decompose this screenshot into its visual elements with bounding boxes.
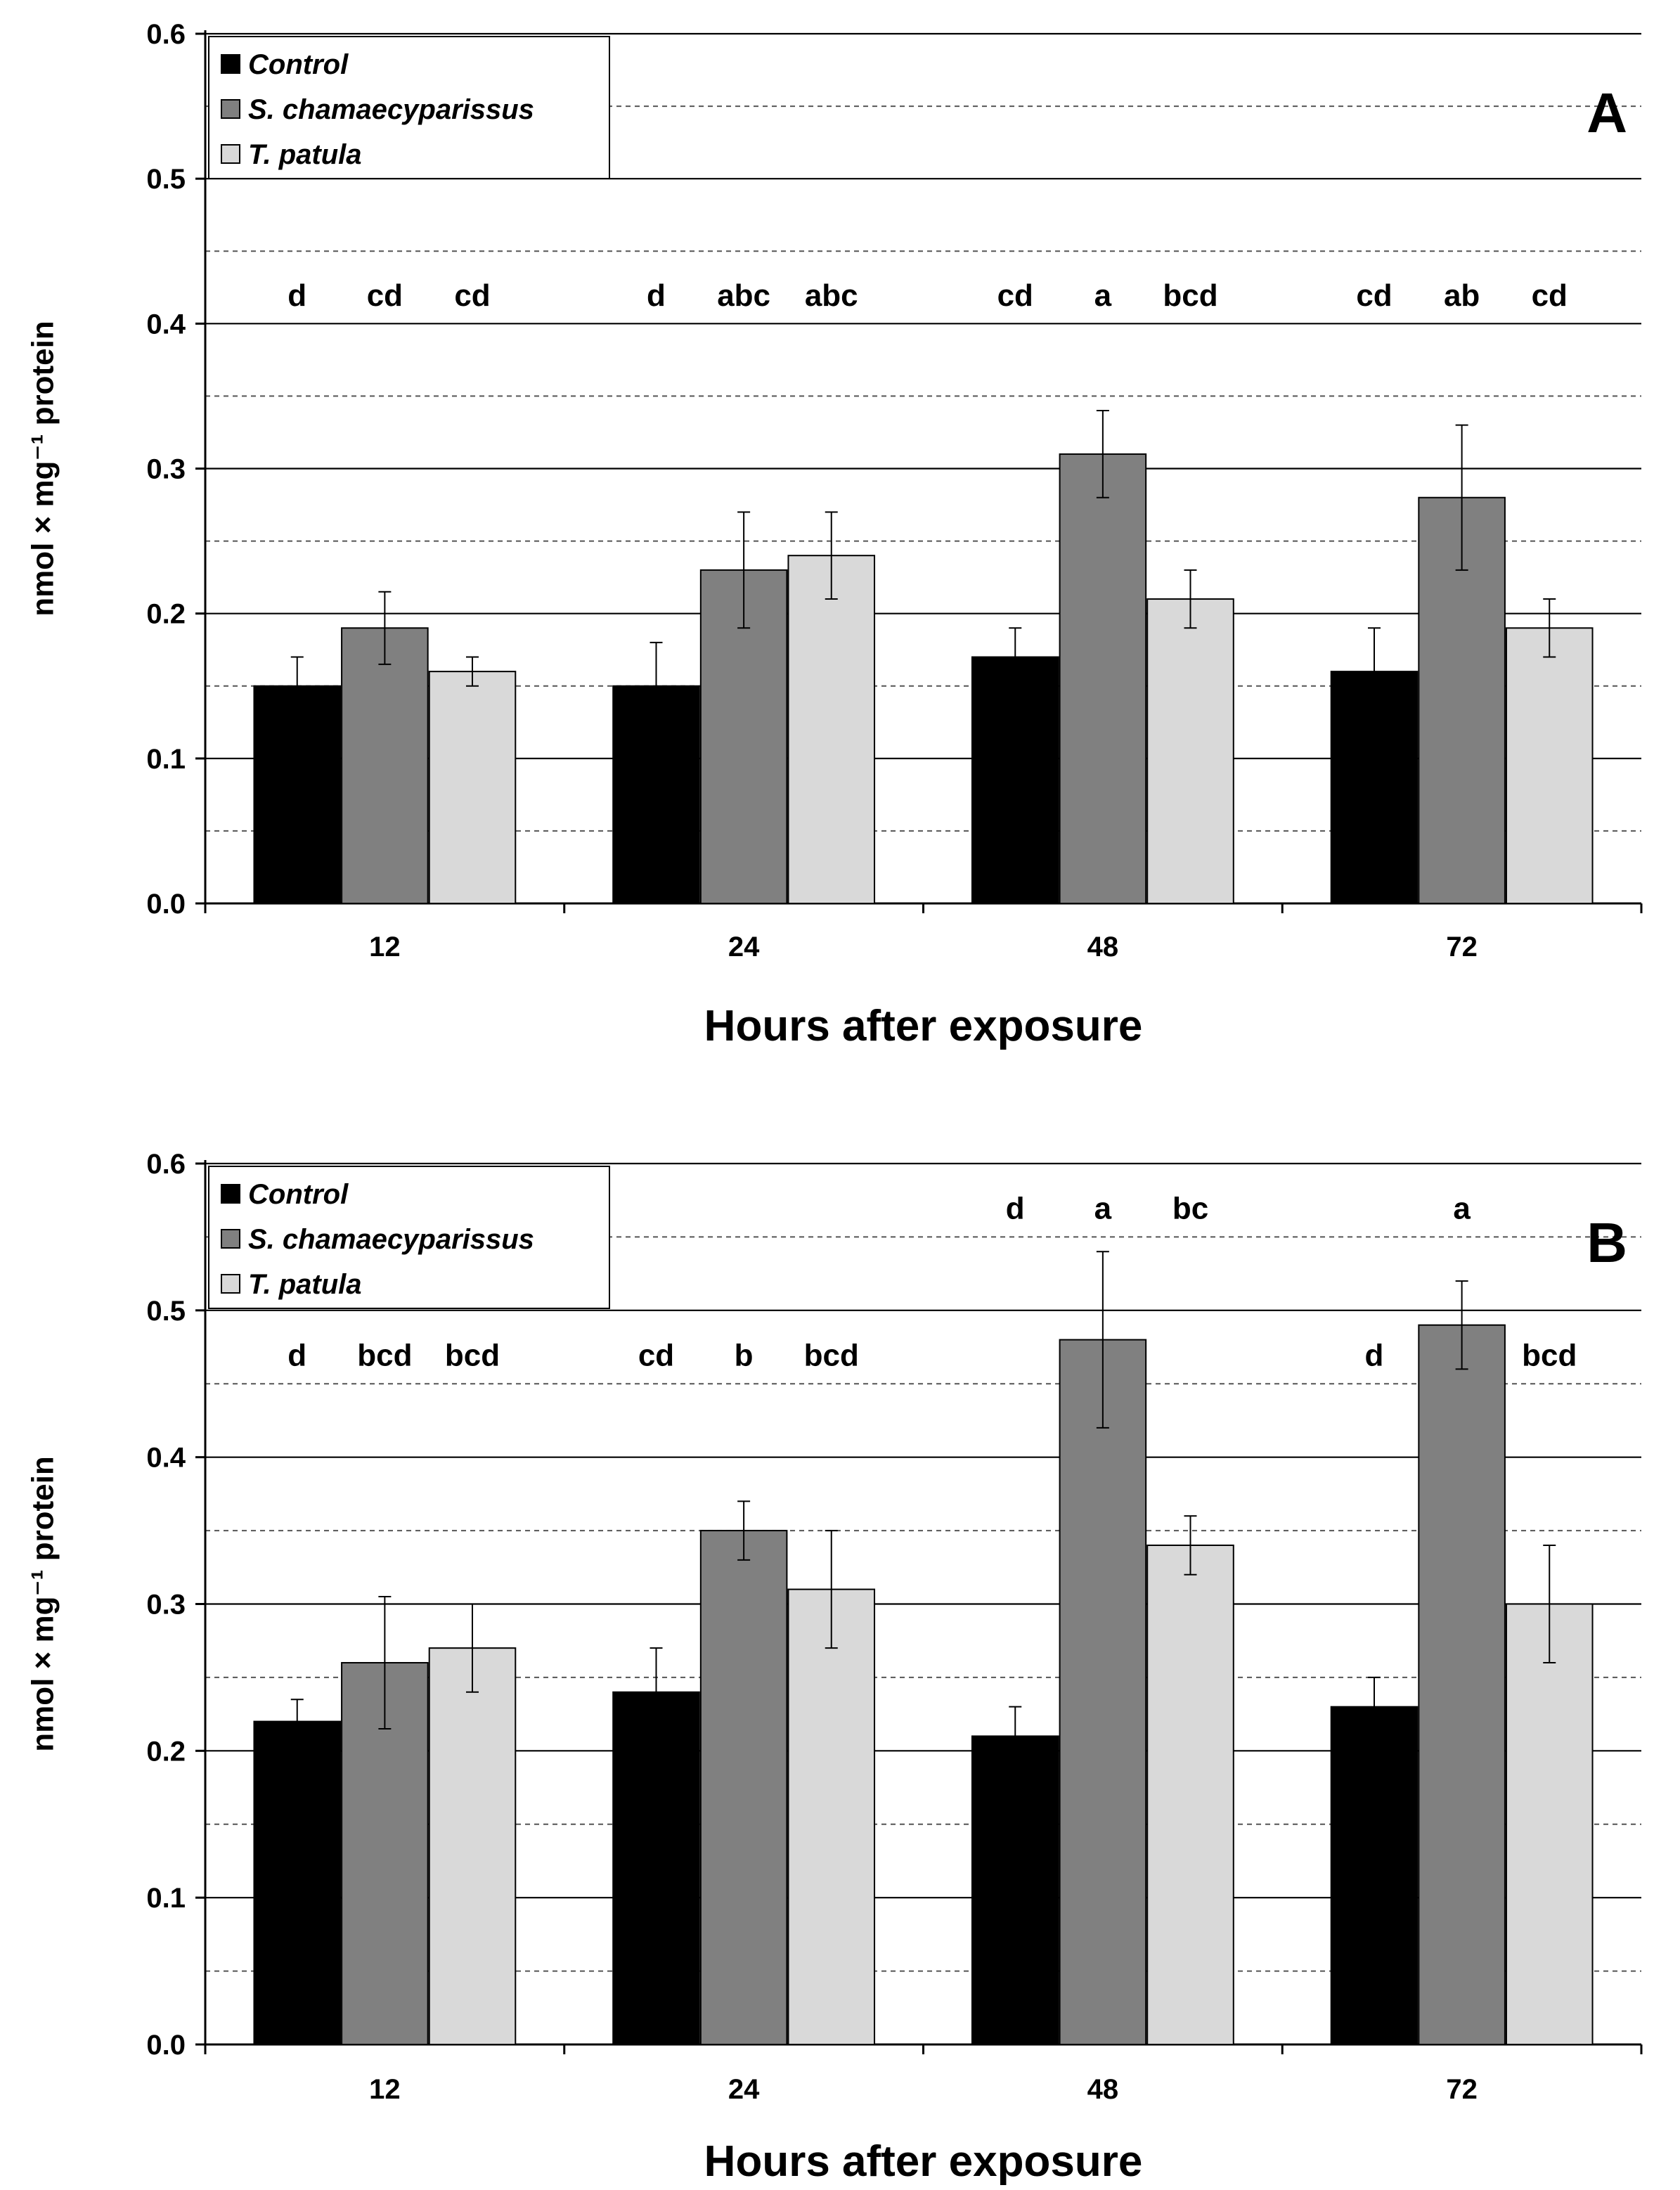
significance-letter: cd — [997, 278, 1033, 313]
bar-t-patula-48h — [1146, 598, 1234, 904]
bar-control-48h — [971, 1735, 1059, 2045]
significance-letter: d — [647, 278, 666, 313]
bar-control-12h — [253, 1720, 342, 2045]
significance-letter: d — [287, 278, 306, 313]
significance-letter: abc — [805, 278, 858, 313]
y-tick-label: 0.1 — [146, 744, 186, 775]
bar-t-patula-12h — [428, 1647, 517, 2045]
y-tick-label: 0.5 — [146, 1296, 186, 1327]
significance-letter: d — [1006, 1192, 1025, 1226]
significance-letter: d — [287, 1338, 306, 1372]
x-tick-label: 24 — [728, 2074, 760, 2105]
panel-label: A — [1587, 82, 1627, 144]
bar-t-patula-72h — [1505, 627, 1594, 904]
x-tick-label: 48 — [1087, 2074, 1119, 2105]
legend-swatch — [221, 1274, 240, 1294]
y-tick-label: 0.3 — [146, 1590, 186, 1621]
y-tick-label: 0.2 — [146, 1736, 186, 1767]
x-tick-label: 12 — [369, 2074, 401, 2105]
bar-t-patula-72h — [1505, 1603, 1594, 2045]
x-axis-label: Hours after exposure — [704, 2137, 1143, 2186]
bar-control-72h — [1330, 1706, 1419, 2046]
significance-letter: cd — [1356, 278, 1392, 313]
significance-letter: d — [1365, 1338, 1384, 1372]
legend-label: Control — [248, 49, 349, 80]
panel-label: B — [1587, 1211, 1627, 1274]
significance-letter: cd — [638, 1338, 674, 1372]
y-tick-label: 0.0 — [146, 889, 186, 920]
legend-swatch — [221, 99, 240, 119]
significance-letter: bcd — [357, 1338, 412, 1372]
significance-letter: abc — [717, 278, 770, 313]
y-tick-label: 0.1 — [146, 1883, 186, 1914]
bar-t-patula-48h — [1146, 1544, 1234, 2045]
legend-box — [208, 1166, 610, 1309]
x-tick-label: 12 — [369, 932, 401, 962]
legend-label: Control — [248, 1179, 349, 1210]
significance-letter: bc — [1172, 1192, 1208, 1226]
legend-swatch — [221, 1184, 240, 1204]
y-tick-label: 0.5 — [146, 164, 186, 195]
legend-swatch — [221, 54, 240, 74]
bar-s-chamaecyparissus-12h — [341, 627, 429, 904]
legend-label: S. chamaecyparissus — [248, 1224, 534, 1255]
x-tick-label: 72 — [1446, 2074, 1478, 2105]
legend-box — [208, 36, 610, 179]
legend-swatch — [221, 144, 240, 164]
y-tick-label: 0.4 — [146, 309, 186, 340]
legend-label: T. patula — [248, 139, 361, 170]
y-axis-label: nmol × mg⁻¹ protein — [25, 1456, 60, 1751]
significance-letter: bcd — [804, 1338, 859, 1372]
bar-t-patula-12h — [428, 671, 517, 905]
y-tick-label: 0.3 — [146, 454, 186, 485]
y-tick-label: 0.6 — [146, 1149, 186, 1180]
significance-letter: b — [735, 1338, 754, 1372]
bar-control-12h — [253, 685, 342, 904]
bar-t-patula-24h — [787, 555, 876, 904]
y-axis-label: nmol × mg⁻¹ protein — [25, 321, 60, 616]
significance-letter: bcd — [1522, 1338, 1577, 1372]
y-tick-label: 0.2 — [146, 599, 186, 630]
x-tick-label: 48 — [1087, 932, 1119, 962]
panel-a: 0.0 0.1 0.2 0.3 0.4 0.5 0.6 12 d cd cd 24 d abc abc 48 c… — [25, 19, 1643, 1050]
legend-label: T. patula — [248, 1269, 361, 1300]
bar-s-chamaecyparissus-48h — [1059, 1339, 1147, 2045]
bar-s-chamaecyparissus-24h — [699, 1530, 788, 2045]
significance-letter: bcd — [1163, 278, 1217, 313]
x-tick-label: 24 — [728, 932, 760, 962]
legend-swatch — [221, 1229, 240, 1249]
bar-t-patula-24h — [787, 1588, 876, 2046]
legend-label: S. chamaecyparissus — [248, 94, 534, 125]
x-axis-label: Hours after exposure — [704, 1002, 1143, 1050]
y-tick-label: 0.6 — [146, 19, 186, 50]
significance-letter: a — [1453, 1192, 1471, 1226]
bar-s-chamaecyparissus-48h — [1059, 453, 1147, 904]
bar-control-48h — [971, 656, 1059, 904]
significance-letter: ab — [1444, 278, 1480, 313]
y-tick-label: 0.4 — [146, 1443, 186, 1474]
x-tick-label: 72 — [1446, 932, 1478, 962]
significance-letter: a — [1094, 1192, 1112, 1226]
significance-letter: bcd — [445, 1338, 500, 1372]
y-tick-label: 0.0 — [146, 2030, 186, 2061]
significance-letter: a — [1094, 278, 1112, 313]
bar-control-24h — [612, 1691, 700, 2046]
significance-letter: cd — [454, 278, 490, 313]
significance-letter: cd — [1532, 278, 1568, 313]
significance-letter: cd — [367, 278, 403, 313]
bar-s-chamaecyparissus-72h — [1418, 1324, 1506, 2045]
